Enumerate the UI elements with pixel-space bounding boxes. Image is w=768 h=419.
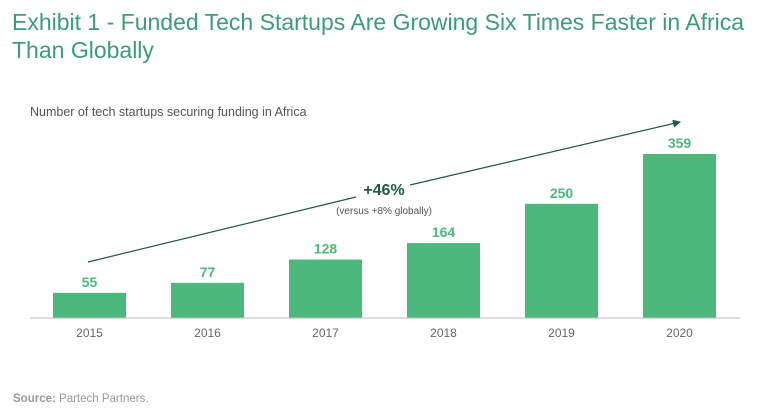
bar-2017 bbox=[289, 259, 362, 318]
source-text: Partech Partners. bbox=[55, 393, 149, 405]
growth-arrow-right bbox=[409, 119, 681, 186]
chart-subtitle: Number of tech startups securing funding… bbox=[30, 105, 307, 119]
bar-2016 bbox=[171, 282, 244, 318]
source-note: Source: Partech Partners. bbox=[13, 393, 149, 405]
growth-arrow-left bbox=[87, 196, 357, 263]
bar-2019 bbox=[525, 203, 598, 318]
x-tick-2017: 2017 bbox=[312, 326, 339, 340]
bar-2015 bbox=[53, 292, 126, 318]
growth-annotation: +46% bbox=[363, 182, 404, 199]
growth-annotation-sub: (versus +8% globally) bbox=[336, 206, 432, 217]
bar-2020 bbox=[643, 154, 716, 318]
x-tick-2015: 2015 bbox=[76, 326, 103, 340]
x-tick-2020: 2020 bbox=[666, 326, 693, 340]
data-label-2020: 359 bbox=[668, 135, 692, 151]
data-label-2015: 55 bbox=[82, 274, 98, 290]
data-label-2018: 164 bbox=[432, 224, 456, 240]
bar-2018 bbox=[407, 243, 480, 318]
x-tick-2016: 2016 bbox=[194, 326, 221, 340]
x-tick-2018: 2018 bbox=[430, 326, 457, 340]
data-label-2016: 77 bbox=[200, 264, 216, 280]
data-label-2019: 250 bbox=[550, 185, 574, 201]
x-tick-2019: 2019 bbox=[548, 326, 575, 340]
source-label: Source: bbox=[13, 393, 56, 405]
chart-title: Exhibit 1 - Funded Tech Startups Are Gro… bbox=[12, 9, 745, 63]
data-label-2017: 128 bbox=[314, 241, 338, 257]
